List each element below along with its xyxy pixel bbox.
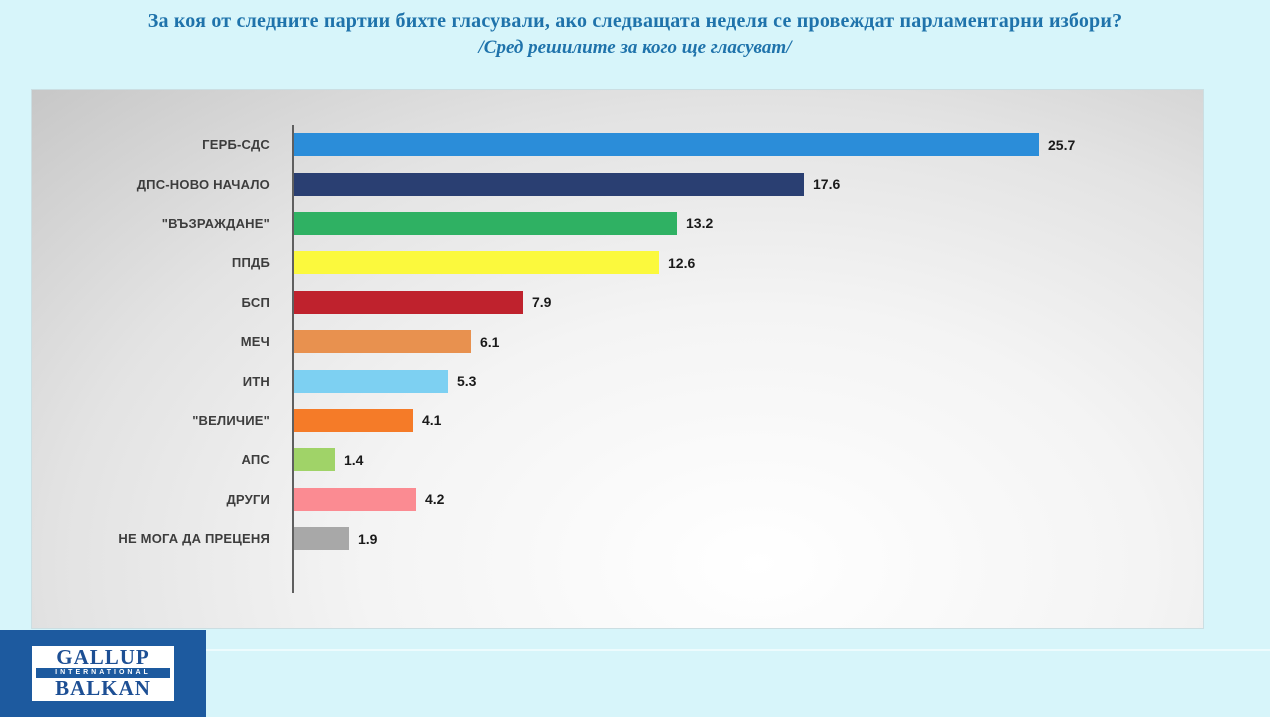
bar [294,133,1039,157]
bar-row: ИТН 5.3 [32,361,1189,400]
bar [294,251,659,275]
bar-track: 13.2 [282,204,1189,243]
bar-rows-container: ГЕРБ-СДС 25.7 ДПС-НОВО НАЧАЛО 17.6 "ВЪЗРАЖДА… [32,125,1189,558]
bar-track: 1.9 [282,519,1189,558]
bar-row: МЕЧ 6.1 [32,322,1189,361]
bar [294,172,804,196]
chart-header: За коя от следните партии бихте гласувал… [0,10,1270,59]
logo-box: GALLUP INTERNATIONAL BALKAN [32,644,174,702]
bar-value: 4.1 [422,412,442,429]
bar-track: 5.3 [282,361,1189,400]
bar-row: БСП 7.9 [32,283,1189,322]
bar-track: 1.4 [282,440,1189,479]
bar-label: "ВЕЛИЧИЕ" [192,412,270,428]
bar [294,487,416,511]
bar-track: 12.6 [282,243,1189,282]
bar-label: ГЕРБ-СДС [202,137,270,153]
bar-row: ДПС-НОВО НАЧАЛО 17.6 [32,164,1189,203]
bar-value: 12.6 [668,254,696,271]
page-subtitle: /Сред решилите за кого ще гласуват/ [478,37,792,58]
bar [294,211,677,235]
logo-balkan-text: BALKAN [55,675,151,700]
page-title: За коя от следните партии бихте гласувал… [147,10,1123,32]
bar-value: 1.4 [344,451,364,468]
bar-track: 17.6 [282,164,1189,203]
bar-row: ГЕРБ-СДС 25.7 [32,125,1189,164]
bar-label: АПС [241,452,270,468]
bar [294,369,448,393]
bar [294,290,523,314]
footer-divider [0,649,1270,651]
bar-label: ДПС-НОВО НАЧАЛО [136,176,270,192]
bar-value: 25.7 [1048,136,1076,153]
bar-track: 6.1 [282,322,1189,361]
bar-row: НЕ МОГА ДА ПРЕЦЕНЯ 1.9 [32,519,1189,558]
bar-row: "ВЪЗРАЖДАНЕ" 13.2 [32,204,1189,243]
logo-international-band: INTERNATIONAL [36,668,170,678]
bar-track: 4.2 [282,480,1189,519]
gallup-balkan-logo: GALLUP INTERNATIONAL BALKAN [0,630,206,717]
bar-row: ППДБ 12.6 [32,243,1189,282]
bar-track: 4.1 [282,401,1189,440]
bar [294,527,349,551]
logo-gallup-text: GALLUP [56,644,150,669]
bar-value: 7.9 [532,294,552,311]
bar [294,408,413,432]
bar-row: АПС 1.4 [32,440,1189,479]
bar-track: 25.7 [282,125,1189,164]
bar-label: НЕ МОГА ДА ПРЕЦЕНЯ [118,531,270,547]
bar [294,448,335,472]
bar-label: ДРУГИ [226,491,270,507]
bar-value: 1.9 [358,530,378,547]
bar-row: "ВЕЛИЧИЕ" 4.1 [32,401,1189,440]
bar-value: 4.2 [425,491,445,508]
bar-value: 5.3 [457,373,477,390]
bar-value: 6.1 [480,333,500,350]
bar-row: ДРУГИ 4.2 [32,480,1189,519]
y-axis-line [292,125,294,593]
bar-label: БСП [241,294,270,310]
bar-label: МЕЧ [240,334,270,350]
bar-value: 17.6 [813,176,841,193]
bar-label: "ВЪЗРАЖДАНЕ" [161,215,270,231]
bar-value: 13.2 [686,215,714,232]
bar-label: ИТН [242,373,270,389]
bar-track: 7.9 [282,283,1189,322]
bar-label: ППДБ [231,255,270,271]
bar [294,330,471,354]
chart-panel: ГЕРБ-СДС 25.7 ДПС-НОВО НАЧАЛО 17.6 "ВЪЗРАЖДА… [32,90,1203,628]
